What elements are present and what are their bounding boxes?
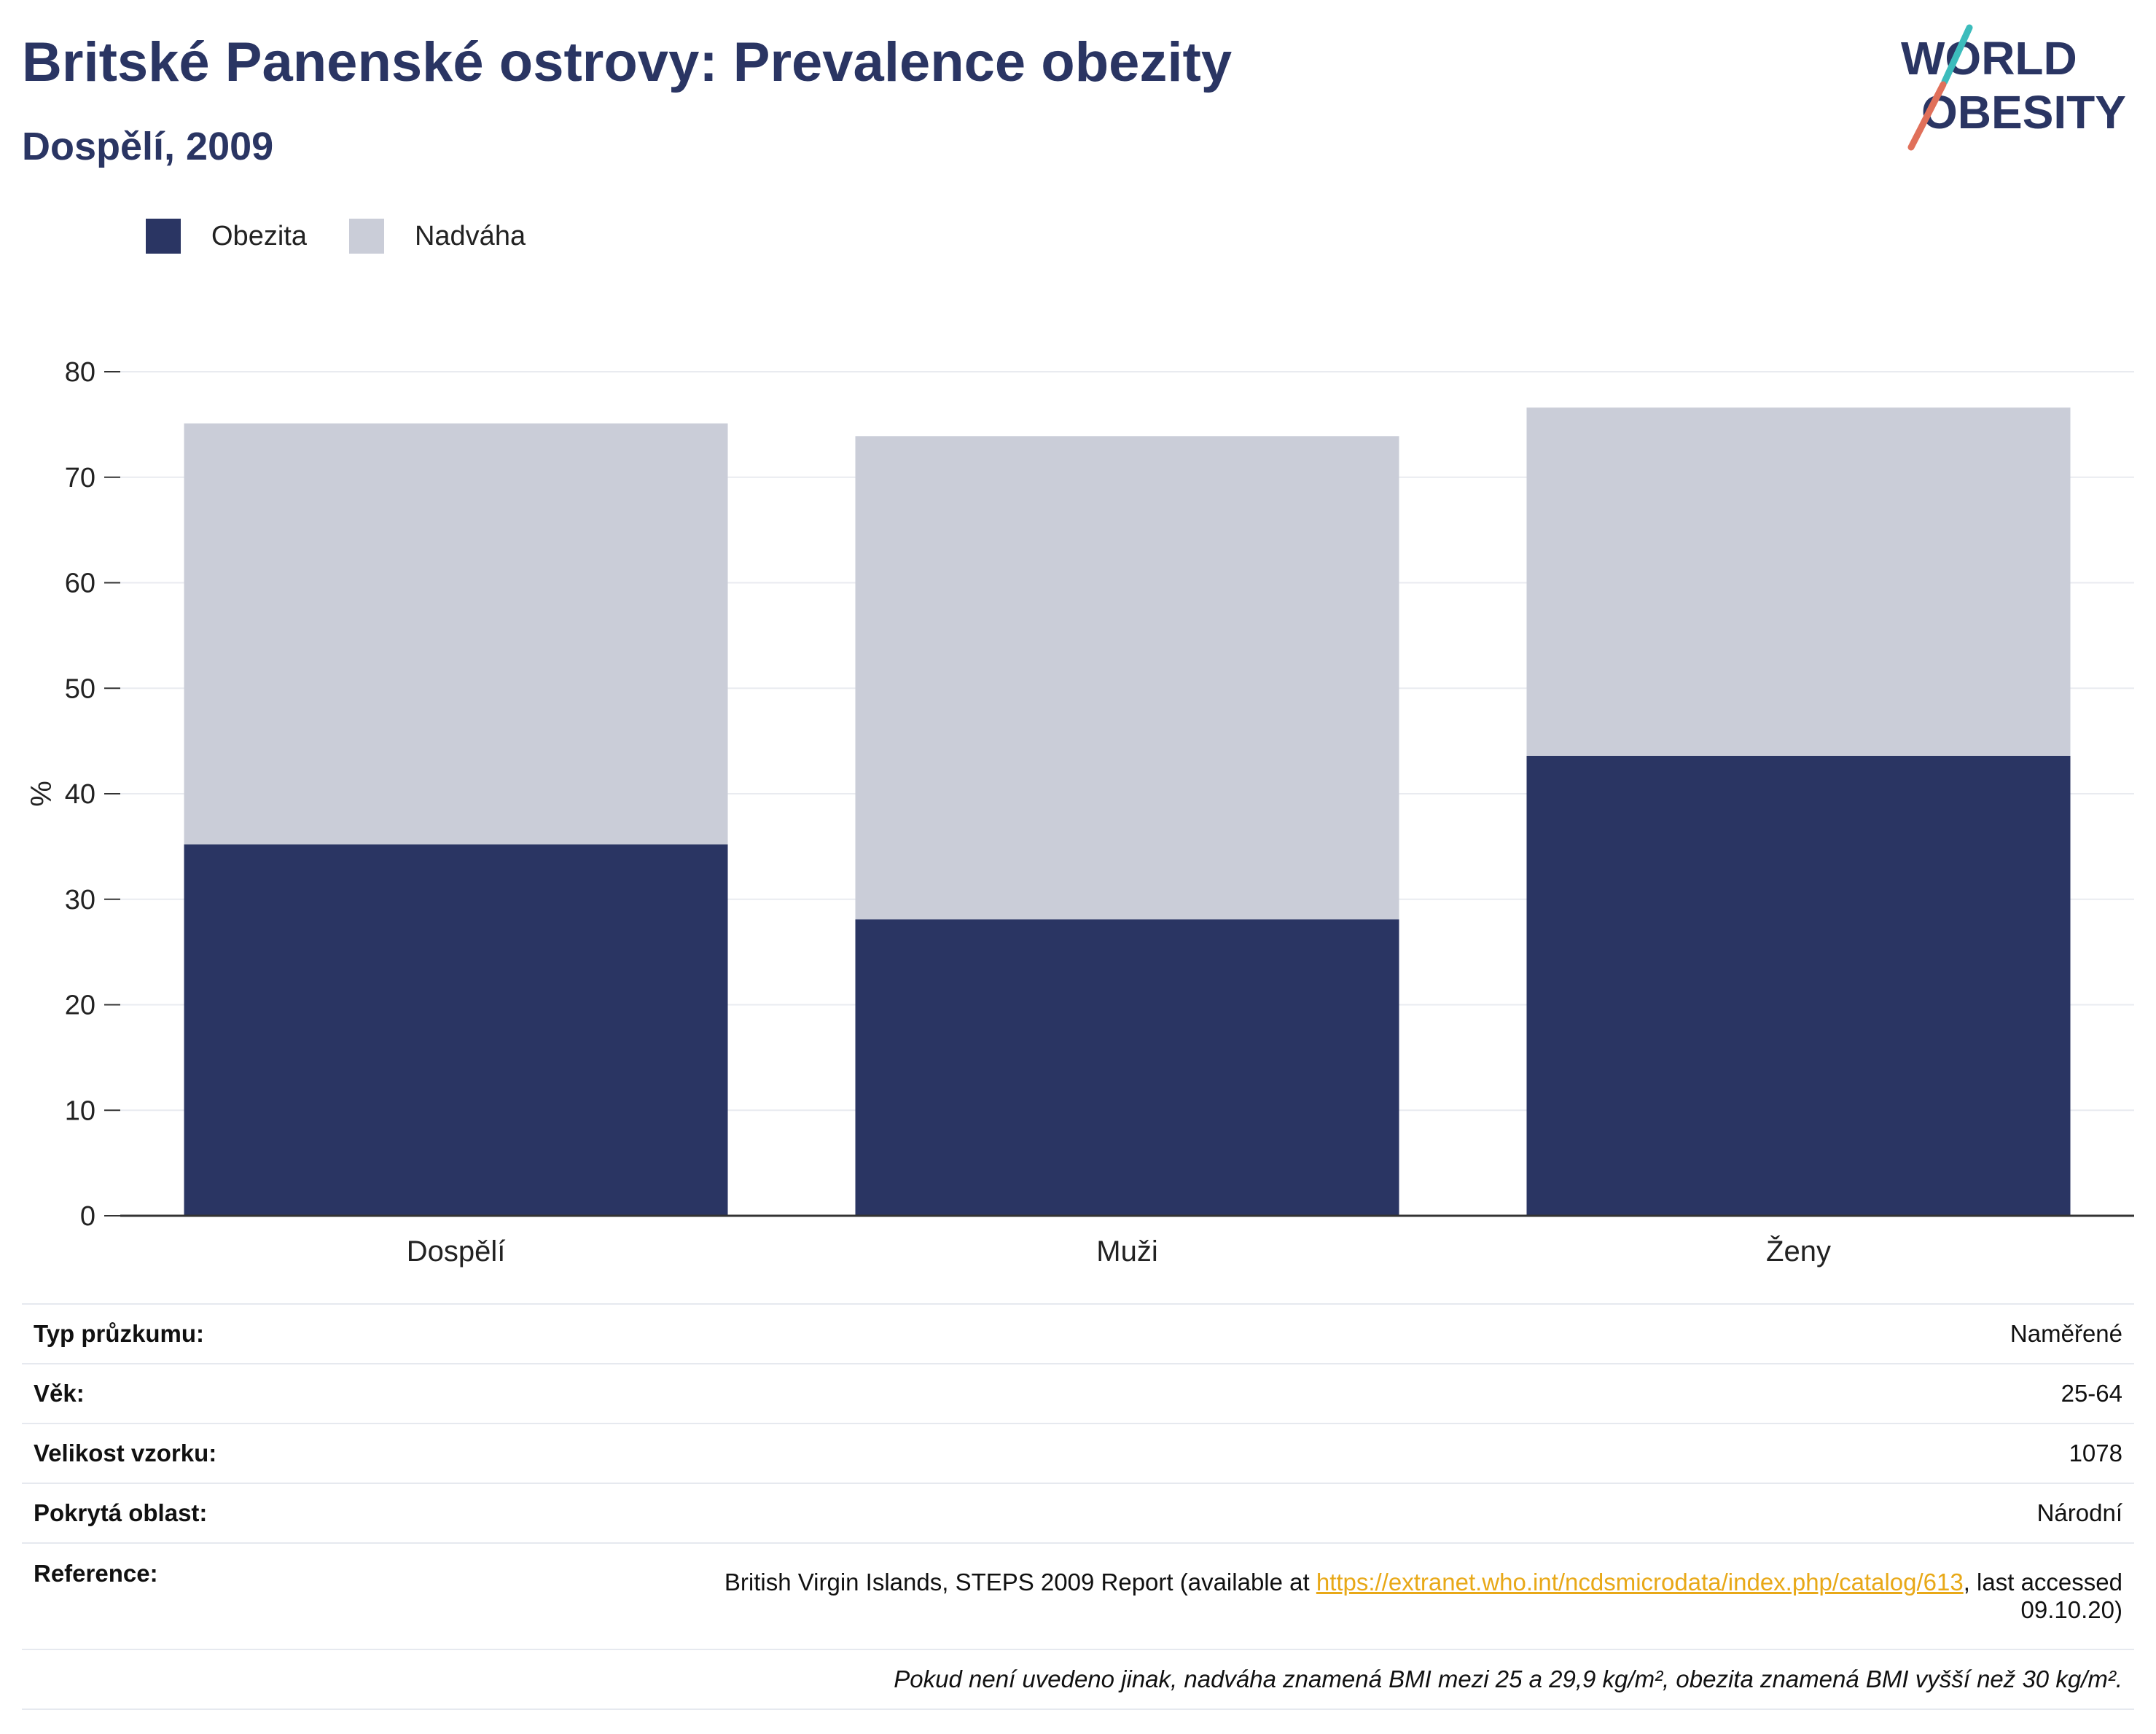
y-tick-label: 70	[65, 463, 95, 493]
info-row-sample-size: Velikost vzorku: 1078	[22, 1423, 2134, 1483]
stacked-bar-chart: 0 10 20 30 40 50 60 70 80% Dospělí Muži Ženy	[26, 357, 2134, 1268]
info-row-note: Pokud není uvedeno jinak, nadváha znamen…	[22, 1649, 2134, 1710]
chart-subtitle: Dospělí, 2009	[22, 125, 274, 168]
info-key: Pokrytá oblast:	[22, 1483, 483, 1543]
legend-label-nadvaha: Nadváha	[414, 220, 526, 251]
info-value: Naměřené	[483, 1303, 2134, 1364]
info-value: 1078	[483, 1423, 2134, 1483]
info-row-age: Věk: 25-64	[22, 1363, 2134, 1423]
y-tick-label: 80	[65, 357, 95, 388]
chart-title: Britské Panenské ostrovy: Prevalence obe…	[22, 31, 1233, 93]
world-obesity-logo: WORLD OBESITY	[1901, 24, 2126, 151]
bar-obezita	[1526, 755, 2071, 1216]
reference-value: British Virgin Islands, STEPS 2009 Repor…	[483, 1542, 2134, 1649]
info-key: Reference:	[22, 1542, 483, 1649]
x-tick-label: Muži	[1096, 1235, 1157, 1268]
info-row-reference: Reference: British Virgin Islands, STEPS…	[22, 1542, 2134, 1649]
y-tick-label: 20	[65, 991, 95, 1021]
legend-swatch-nadvaha	[348, 219, 384, 254]
bar-nadváha	[855, 436, 1399, 920]
y-tick-label: 40	[65, 779, 95, 810]
reference-suffix: , last accessed	[1963, 1569, 2122, 1596]
info-row-area: Pokrytá oblast: Národní	[22, 1483, 2134, 1543]
logo-slash-coral	[1907, 81, 1947, 151]
bmi-definition-note: Pokud není uvedeno jinak, nadváha znamen…	[894, 1665, 2122, 1692]
y-tick-label: 60	[65, 569, 95, 599]
info-value: Národní	[483, 1483, 2134, 1543]
y-tick-label: 50	[65, 673, 95, 704]
x-tick-label: Dospělí	[407, 1235, 506, 1268]
reference-link[interactable]: https://extranet.who.int/ncdsmicrodata/i…	[1316, 1569, 1964, 1596]
bar-obezita	[184, 844, 728, 1216]
legend-item-obezita[interactable]: Obezita	[146, 219, 307, 254]
logo-word-obesity: OBESITY	[1921, 86, 2126, 138]
logo-slash-teal	[1941, 24, 1973, 85]
info-key: Velikost vzorku:	[22, 1423, 483, 1483]
survey-info-table: Typ průzkumu: Naměřené Věk: 25-64 Veliko…	[22, 1303, 2134, 1710]
reference-date: 09.10.20)	[2020, 1596, 2122, 1623]
x-tick-label: Ženy	[1766, 1235, 1831, 1268]
legend-label-obezita: Obezita	[211, 220, 307, 251]
bar-nadváha	[1526, 407, 2071, 756]
bar-obezita	[855, 919, 1399, 1216]
y-tick-label: 0	[80, 1201, 95, 1232]
logo-word-world: WORLD	[1901, 32, 2077, 85]
bar-nadváha	[184, 423, 728, 845]
info-row-survey-type: Typ průzkumu: Naměřené	[22, 1303, 2134, 1364]
info-key: Věk:	[22, 1363, 483, 1423]
legend-swatch-obezita	[146, 219, 181, 254]
info-key: Typ průzkumu:	[22, 1303, 483, 1364]
legend-item-nadvaha[interactable]: Nadváha	[348, 219, 526, 254]
reference-prefix: British Virgin Islands, STEPS 2009 Repor…	[724, 1569, 1316, 1596]
y-tick-label: 10	[65, 1096, 95, 1126]
info-value: 25-64	[483, 1363, 2134, 1423]
y-tick-label: 30	[65, 885, 95, 915]
chart-legend: Obezita Nadváha	[146, 216, 568, 257]
y-axis-label: %	[26, 781, 58, 807]
